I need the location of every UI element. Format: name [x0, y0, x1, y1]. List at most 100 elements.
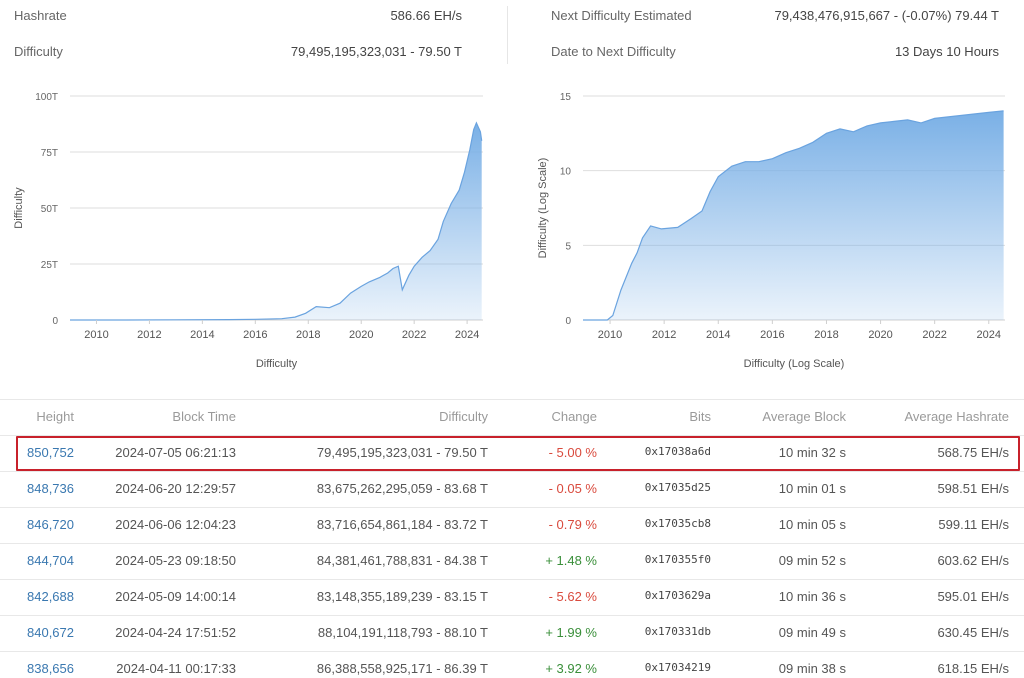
change-value: - 5.62 %: [548, 589, 597, 604]
x-tick-label: 2022: [402, 329, 426, 341]
x-tick-label: 2012: [137, 329, 161, 341]
x-tick-label: 2024: [455, 329, 479, 341]
header-height: Height: [36, 409, 74, 424]
x-tick-label: 2022: [922, 329, 946, 341]
block-time: 2024-04-24 17:51:52: [115, 625, 236, 640]
header-change: Change: [551, 409, 597, 424]
average-block-value: 09 min 52 s: [778, 553, 846, 568]
block-time: 2024-05-09 14:00:14: [115, 589, 236, 604]
bits-value: 0x170331db: [644, 625, 711, 638]
bits-value: 0x17034219: [644, 661, 711, 674]
series-area: [583, 110, 1004, 321]
row-separator: [0, 543, 1024, 544]
y-tick-label: 25T: [41, 260, 58, 271]
height-link[interactable]: 844,704: [27, 553, 74, 568]
average-block-value: 10 min 05 s: [778, 517, 846, 532]
x-tick-label: 2018: [296, 329, 320, 341]
header-bits: Bits: [689, 409, 711, 424]
change-value: + 1.99 %: [545, 625, 597, 640]
header-difficulty: Difficulty: [439, 409, 488, 424]
difficulty-value: 79,495,195,323,031 - 79.50 T: [290, 44, 462, 59]
x-tick-label: 2018: [814, 329, 838, 341]
next-difficulty-label: Next Difficulty Estimated: [551, 8, 692, 23]
average-hashrate-value: 599.11 EH/s: [938, 517, 1009, 532]
y-tick-label: 50T: [41, 204, 58, 215]
y-tick-label: 15: [560, 92, 572, 103]
y-tick-label: 5: [565, 241, 571, 252]
change-value: - 5.00 %: [548, 445, 597, 460]
difficulty-value: 83,716,654,861,184 - 83.72 T: [316, 517, 488, 532]
difficulty-chart[interactable]: 0 25T 50T 75T 100T 2010 2012 2014 2016 2018 2020 20…: [0, 80, 500, 380]
bits-value: 0x1703629a: [644, 589, 711, 602]
header-average-block: Average Block: [762, 409, 846, 424]
x-tick-label: 2016: [760, 329, 784, 341]
y-tick-label: 10: [560, 167, 572, 178]
height-link[interactable]: 848,736: [27, 481, 74, 496]
difficulty-value: 86,388,558,925,171 - 86.39 T: [316, 661, 488, 676]
stats-divider: [507, 6, 508, 64]
x-tick-label: 2010: [598, 329, 622, 341]
change-value: + 1.48 %: [545, 553, 597, 568]
bits-value: 0x17035d25: [644, 481, 711, 494]
x-tick-label: 2020: [868, 329, 892, 341]
block-time: 2024-07-05 06:21:13: [115, 445, 236, 460]
average-hashrate-value: 630.45 EH/s: [937, 625, 1009, 640]
y-tick-label: 0: [565, 316, 571, 327]
x-tick-label: 2012: [652, 329, 676, 341]
average-block-value: 10 min 01 s: [778, 481, 846, 496]
next-difficulty-value: 79,438,476,915,667 - (-0.07%) 79.44 T: [774, 8, 999, 23]
average-hashrate-value: 568.75 EH/s: [937, 445, 1009, 460]
x-tick-label: 2024: [977, 329, 1001, 341]
change-value: - 0.05 %: [548, 481, 597, 496]
height-link[interactable]: 846,720: [27, 517, 74, 532]
row-separator: [0, 507, 1024, 508]
bits-value: 0x17035cb8: [644, 517, 711, 530]
block-time: 2024-04-11 00:17:33: [116, 661, 236, 676]
x-tick-label: 2014: [190, 329, 214, 341]
date-to-next-value: 13 Days 10 Hours: [894, 44, 999, 59]
x-tick-label: 2010: [84, 329, 108, 341]
x-tick-label: 2014: [706, 329, 730, 341]
average-hashrate-value: 618.15 EH/s: [937, 661, 1009, 676]
bits-value: 0x17038a6d: [644, 445, 711, 458]
height-link[interactable]: 842,688: [27, 589, 74, 604]
header-block-time: Block Time: [172, 409, 236, 424]
average-block-value: 10 min 36 s: [778, 589, 846, 604]
series-line: [583, 110, 1004, 321]
difficulty-log-chart-svg[interactable]: 0 5 10 15 2010 2012 2014 2016 2018 2020 2022 2024 Di…: [520, 80, 1020, 380]
y-tick-label: 75T: [41, 148, 58, 159]
difficulty-label: Difficulty: [14, 44, 63, 59]
x-tick-label: 2020: [349, 329, 373, 341]
row-separator: [0, 579, 1024, 580]
difficulty-stats: Hashrate 586.66 EH/s Difficulty 79,495,1…: [0, 0, 1024, 70]
height-link[interactable]: 840,672: [27, 625, 74, 640]
row-separator: [0, 435, 1024, 436]
y-tick-label: 0: [52, 316, 58, 327]
series-line: [70, 121, 483, 321]
hashrate-value: 586.66 EH/s: [390, 8, 462, 23]
height-link[interactable]: 850,752: [27, 445, 74, 460]
block-time: 2024-06-20 12:29:57: [115, 481, 236, 496]
average-block-value: 09 min 38 s: [778, 661, 846, 676]
row-separator: [0, 471, 1024, 472]
average-hashrate-value: 603.62 EH/s: [937, 553, 1009, 568]
average-hashrate-value: 595.01 EH/s: [937, 589, 1009, 604]
series-area: [70, 122, 482, 321]
y-tick-label: 100T: [35, 92, 58, 103]
header-average-hashrate: Average Hashrate: [904, 409, 1009, 424]
block-time: 2024-06-06 12:04:23: [115, 517, 236, 532]
difficulty-log-chart[interactable]: 0 5 10 15 2010 2012 2014 2016 2018 2020 2022 2024 Di…: [520, 80, 1020, 380]
y-axis-title: Difficulty: [13, 187, 25, 229]
average-block-value: 10 min 32 s: [778, 445, 846, 460]
x-axis-title: Difficulty (Log Scale): [744, 358, 845, 370]
difficulty-chart-svg[interactable]: 0 25T 50T 75T 100T 2010 2012 2014 2016 2018 2020 20…: [0, 80, 500, 380]
x-axis-title: Difficulty: [256, 358, 298, 370]
difficulty-value: 83,148,355,189,239 - 83.15 T: [316, 589, 488, 604]
difficulty-value: 83,675,262,295,059 - 83.68 T: [316, 481, 488, 496]
table-top-border: [0, 399, 1024, 400]
bits-value: 0x170355f0: [644, 553, 711, 566]
change-value: - 0.79 %: [548, 517, 597, 532]
height-link[interactable]: 838,656: [27, 661, 74, 676]
date-to-next-label: Date to Next Difficulty: [551, 44, 676, 59]
difficulty-value: 79,495,195,323,031 - 79.50 T: [316, 445, 488, 460]
